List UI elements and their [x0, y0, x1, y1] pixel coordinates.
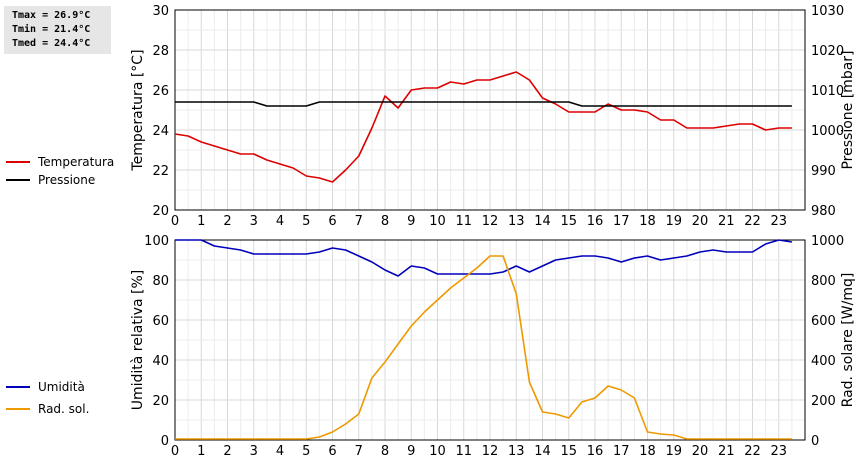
right-tick-label: 1010 [811, 84, 844, 99]
series-line-temperatura [174, 71, 792, 183]
right-tick-label: 980 [811, 204, 836, 219]
x-tick-label: 15 [560, 214, 577, 229]
series-line-pressione [175, 101, 792, 107]
stats-box: Tmax = 26.9°C Tmin = 21.4°C Tmed = 24.4°… [4, 6, 111, 54]
tmed-stat: Tmed = 24.4°C [12, 38, 91, 49]
left-axis-title: Umidità relativa [%] [130, 270, 146, 411]
right-tick-label: 200 [811, 394, 836, 409]
x-tick-label: 21 [718, 214, 735, 229]
x-tick-label: 16 [587, 444, 604, 459]
x-tick-label: 2 [223, 214, 231, 229]
x-tick-label: 23 [770, 444, 787, 459]
series-line-rad-sol- [175, 255, 792, 440]
left-tick-label: 20 [152, 394, 169, 409]
x-tick-label: 4 [276, 444, 284, 459]
legend-label: Rad. sol. [38, 402, 89, 416]
x-tick-label: 19 [665, 444, 682, 459]
x-tick-label: 22 [744, 444, 761, 459]
left-tick-label: 60 [152, 314, 169, 329]
x-tick-label: 22 [744, 214, 761, 229]
x-tick-label: 5 [302, 214, 310, 229]
x-tick-label: 13 [508, 214, 525, 229]
x-tick-label: 12 [482, 444, 499, 459]
x-tick-label: 17 [613, 444, 630, 459]
left-tick-label: 80 [152, 274, 169, 289]
right-tick-label: 1000 [811, 234, 844, 249]
tmax-stat: Tmax = 26.9°C [12, 10, 91, 21]
x-tick-label: 17 [613, 214, 630, 229]
x-tick-label: 5 [302, 444, 310, 459]
right-axis-title: Rad. solare [W/mq] [840, 273, 856, 408]
bottom-panel: 0 1 2 3 4 5 6 7 8 9 10 11 12 13 14 15 16 17 18 19 20 21 22 2302… [6, 234, 856, 459]
x-tick-label: 21 [718, 444, 735, 459]
x-tick-label: 14 [534, 214, 551, 229]
x-tick-label: 15 [560, 444, 577, 459]
x-tick-label: 6 [328, 444, 336, 459]
x-tick-label: 8 [381, 444, 389, 459]
legend-label: Pressione [38, 173, 95, 187]
left-tick-label: 40 [152, 354, 169, 369]
legend-label: Temperatura [37, 155, 114, 169]
legend-label: Umidità [38, 380, 85, 394]
series-line-umidit- [175, 239, 793, 277]
top-panel: 0 1 2 3 4 5 6 7 8 9 10 11 12 13 14 15 16 17 18 19 20 21 22 2320… [6, 4, 856, 229]
right-tick-label: 800 [811, 274, 836, 289]
x-tick-label: 18 [639, 444, 656, 459]
x-tick-label: 3 [250, 444, 258, 459]
right-tick-label: 1000 [811, 124, 844, 139]
x-tick-label: 23 [770, 214, 787, 229]
x-tick-label: 13 [508, 444, 525, 459]
left-tick-label: 26 [152, 84, 169, 99]
left-tick-label: 28 [152, 44, 169, 59]
x-tick-label: 16 [587, 214, 604, 229]
left-tick-label: 30 [152, 4, 169, 19]
right-tick-label: 400 [811, 354, 836, 369]
x-tick-label: 1 [197, 444, 205, 459]
left-tick-label: 0 [161, 434, 169, 449]
tmin-stat: Tmin = 21.4°C [12, 24, 91, 35]
left-tick-label: 24 [152, 124, 169, 139]
left-tick-label: 20 [152, 204, 169, 219]
right-axis-title: Pressione [mbar] [840, 50, 856, 169]
x-tick-label: 11 [455, 214, 472, 229]
x-tick-label: 9 [407, 214, 415, 229]
right-tick-label: 1020 [811, 44, 844, 59]
x-tick-label: 20 [692, 214, 709, 229]
x-tick-label: 9 [407, 444, 415, 459]
x-tick-label: 20 [692, 444, 709, 459]
x-tick-label: 8 [381, 214, 389, 229]
top-plot-frame [174, 9, 806, 211]
right-tick-label: 990 [811, 164, 836, 179]
right-tick-label: 1030 [811, 4, 844, 19]
x-tick-label: 10 [429, 214, 446, 229]
x-tick-label: 4 [276, 214, 284, 229]
x-tick-label: 19 [665, 214, 682, 229]
x-tick-label: 18 [639, 214, 656, 229]
x-tick-label: 0 [171, 444, 179, 459]
x-tick-label: 14 [534, 444, 551, 459]
x-tick-label: 7 [355, 214, 363, 229]
right-tick-label: 0 [811, 434, 819, 449]
x-tick-label: 12 [482, 214, 499, 229]
left-tick-label: 22 [152, 164, 169, 179]
left-axis-title: Temperatura [°C] [130, 49, 146, 171]
x-tick-label: 11 [455, 444, 472, 459]
x-tick-label: 2 [223, 444, 231, 459]
x-tick-label: 10 [429, 444, 446, 459]
x-tick-label: 6 [328, 214, 336, 229]
right-tick-label: 600 [811, 314, 836, 329]
x-tick-label: 0 [171, 214, 179, 229]
x-tick-label: 1 [197, 214, 205, 229]
left-tick-label: 100 [144, 234, 169, 249]
x-tick-label: 7 [355, 444, 363, 459]
x-tick-label: 3 [250, 214, 258, 229]
bottom-plot-frame [174, 239, 806, 441]
